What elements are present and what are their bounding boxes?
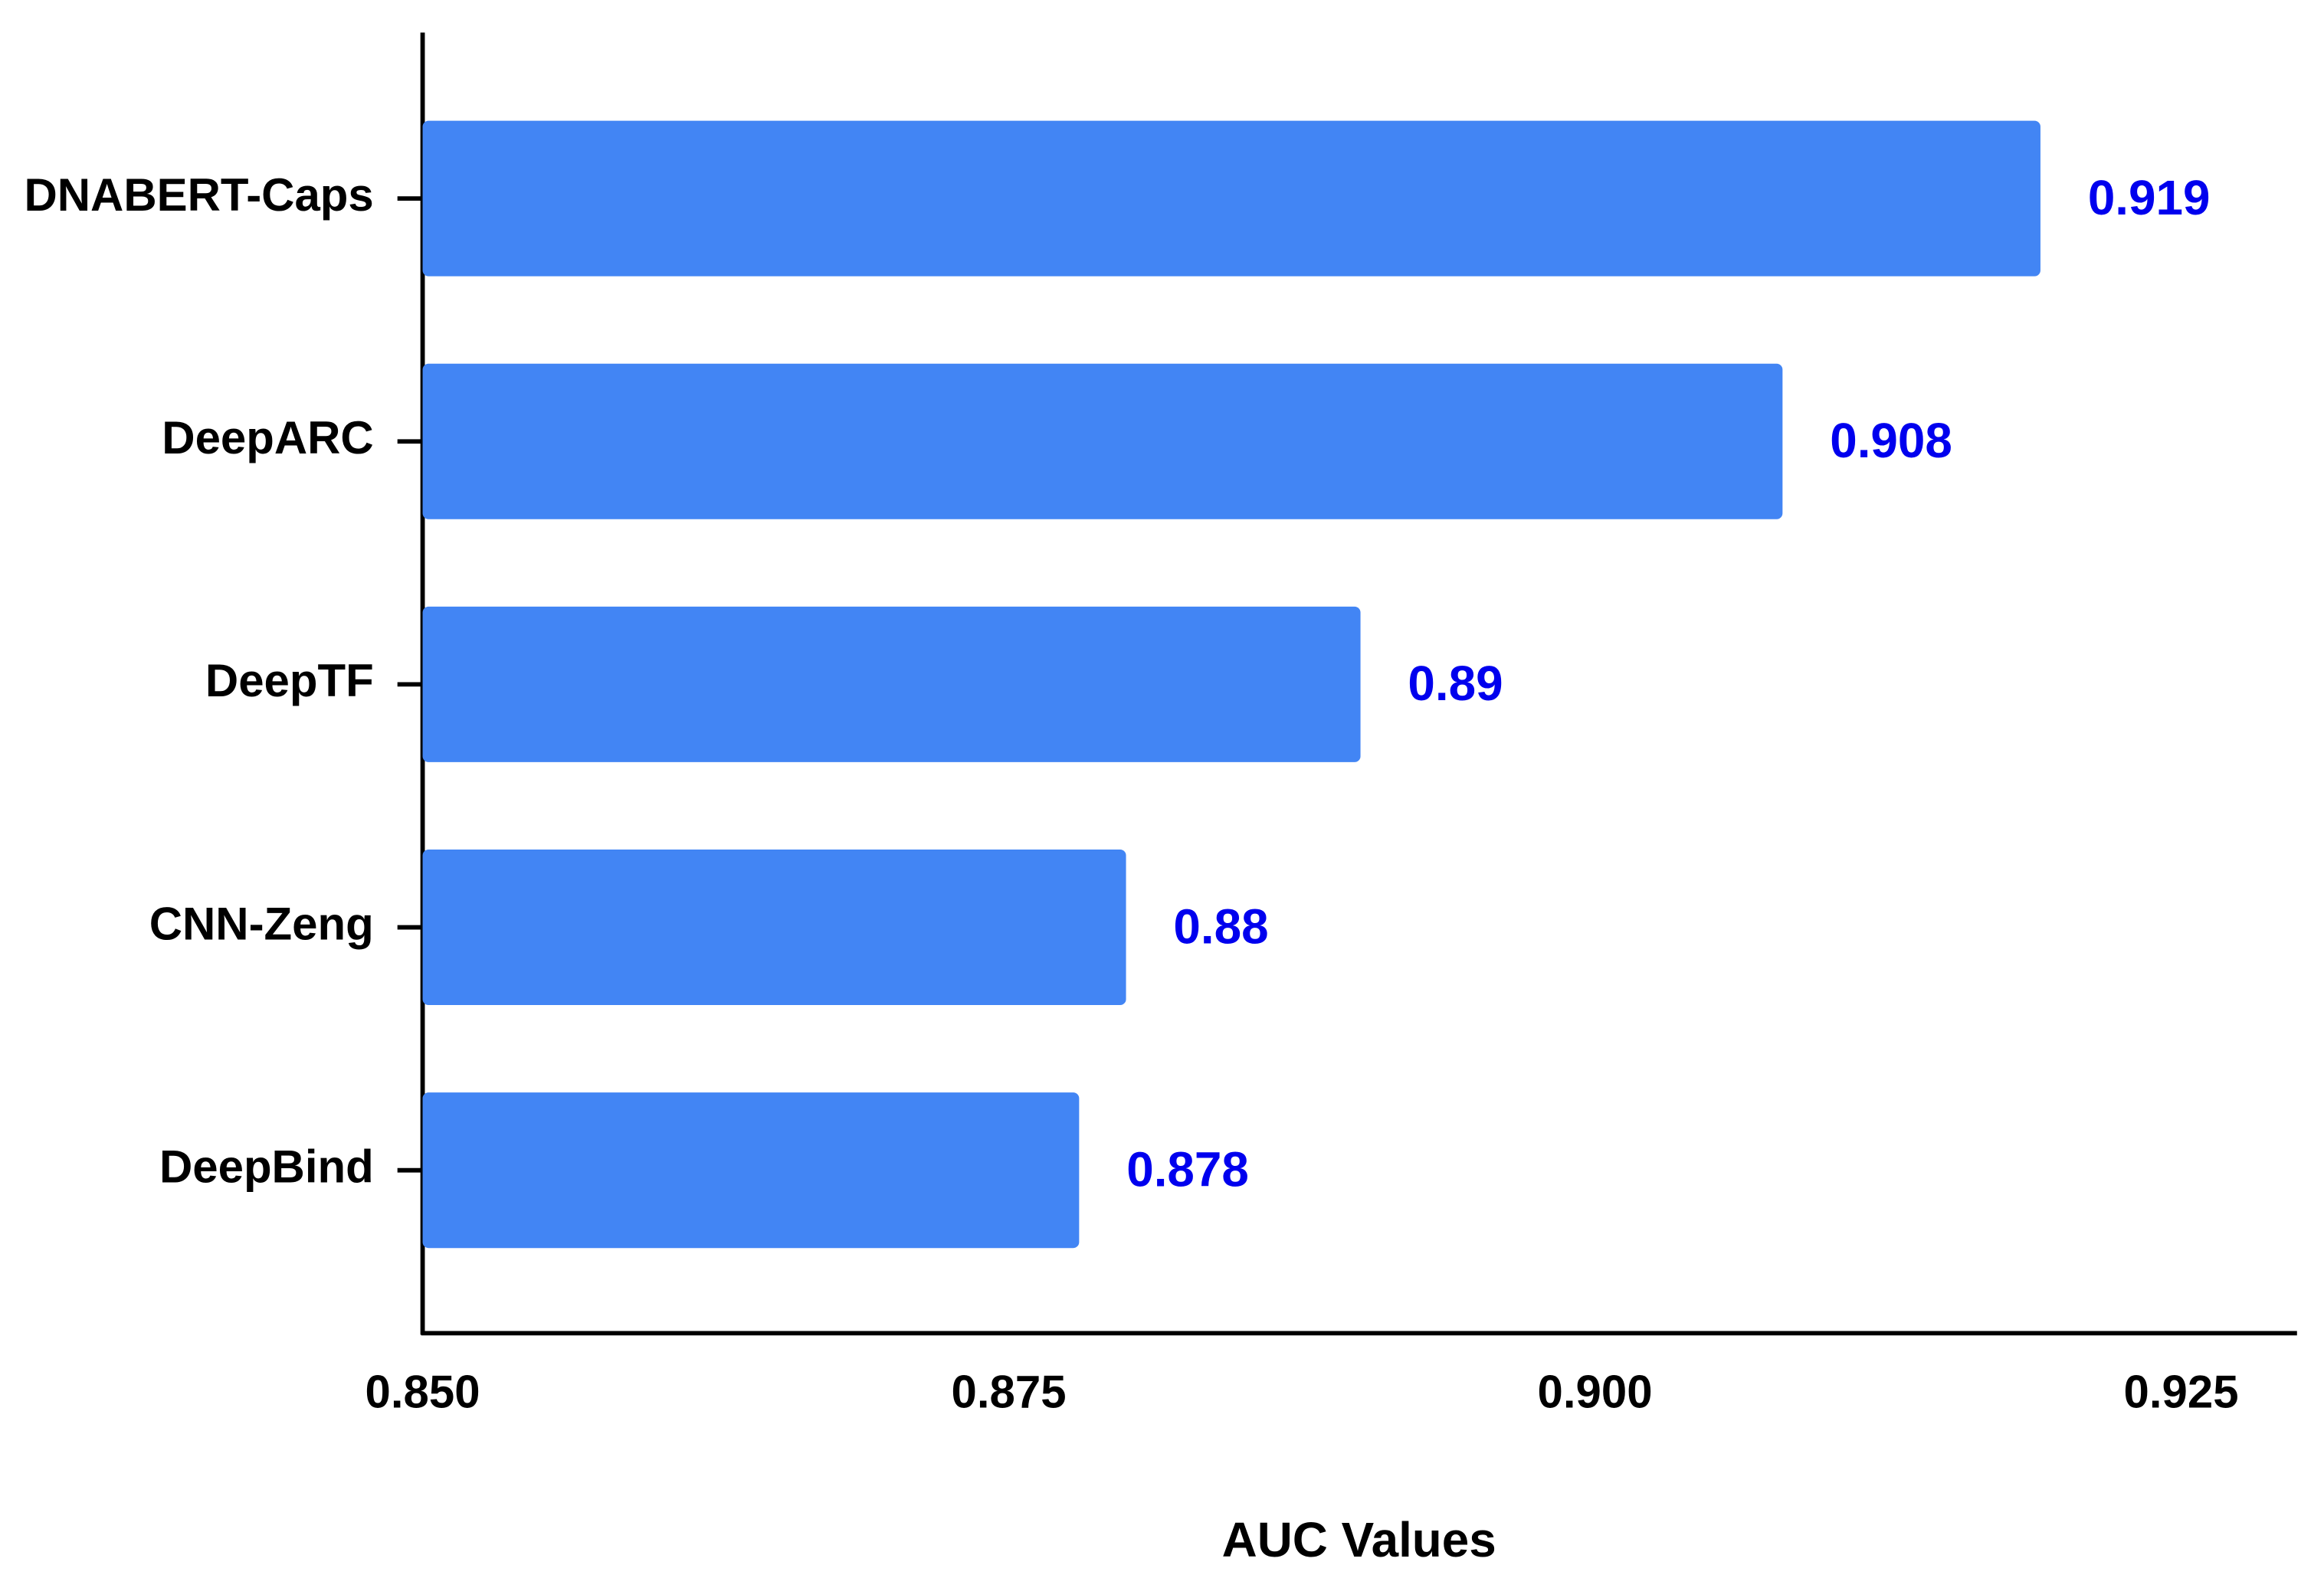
y-tick-label: DNABERT-Caps (25, 169, 374, 221)
value-label: 0.88 (1173, 899, 1268, 954)
value-label: 0.908 (1830, 413, 1952, 468)
y-tick-label: CNN-Zeng (149, 898, 374, 949)
x-tick-label: 0.875 (952, 1366, 1067, 1417)
bar (422, 363, 1783, 519)
value-label: 0.878 (1126, 1141, 1249, 1197)
x-tick-label: 0.925 (2124, 1366, 2239, 1417)
bar (422, 1092, 1080, 1249)
value-label: 0.89 (1408, 656, 1503, 711)
bar (422, 120, 2040, 277)
x-axis-label: AUC Values (1222, 1512, 1496, 1567)
bar (422, 606, 1361, 762)
y-tick-label: DeepARC (162, 412, 373, 463)
y-tick-label: DeepTF (205, 655, 374, 706)
x-tick-label: 0.900 (1538, 1366, 1653, 1417)
x-tick-label: 0.850 (365, 1366, 480, 1417)
value-label: 0.919 (2088, 170, 2211, 225)
y-tick-label: DeepBind (159, 1141, 374, 1193)
bar (422, 850, 1126, 1006)
